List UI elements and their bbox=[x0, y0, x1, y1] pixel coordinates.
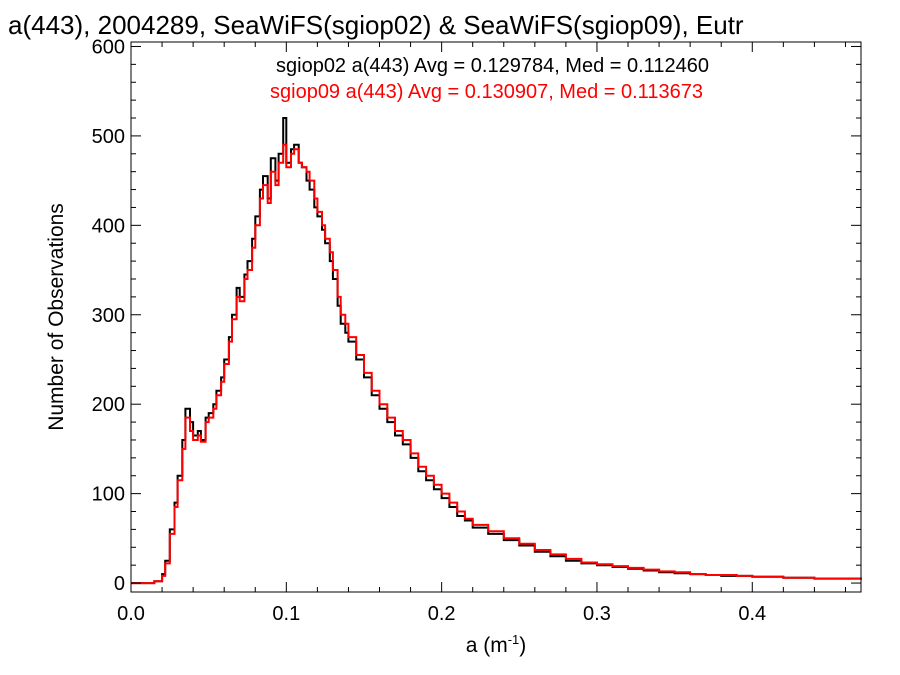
series-line-1 bbox=[131, 143, 862, 585]
x-tick-label: 0.2 bbox=[428, 603, 456, 625]
x-tick-label: 0.0 bbox=[117, 603, 145, 625]
x-axis-label-exponent: -1 bbox=[508, 632, 520, 647]
chart-title: a(443), 2004289, SeaWiFS(sgiop02) & SeaW… bbox=[8, 10, 744, 40]
y-axis: 0 100 200 300 400 500 600 bbox=[92, 36, 861, 595]
y-tick-label: 500 bbox=[92, 126, 125, 148]
plot-frame bbox=[130, 41, 862, 593]
x-tick-label: 0.3 bbox=[583, 603, 611, 625]
series-layer bbox=[131, 117, 862, 585]
x-axis-label: a (m-1) bbox=[466, 632, 527, 657]
y-tick-label: 300 bbox=[92, 305, 125, 327]
y-tick-label: 600 bbox=[92, 36, 125, 58]
annotation-sgiop02-stats: sgiop02 a(443) Avg = 0.129784, Med = 0.1… bbox=[276, 55, 709, 77]
series-line-0 bbox=[131, 117, 862, 585]
y-axis-label: Number of Observations bbox=[45, 203, 68, 431]
y-tick-label: 200 bbox=[92, 394, 125, 416]
y-tick-label: 400 bbox=[92, 215, 125, 237]
annotation-sgiop09-stats: sgiop09 a(443) Avg = 0.130907, Med = 0.1… bbox=[270, 81, 703, 103]
x-axis-label-text: a (m bbox=[466, 634, 508, 657]
x-tick-label: 0.1 bbox=[272, 603, 300, 625]
y-tick-label: 0 bbox=[114, 573, 125, 595]
x-axis: 0.0 0.1 0.2 0.3 0.4 bbox=[117, 42, 846, 625]
y-tick-label: 100 bbox=[92, 484, 125, 506]
x-tick-label: 0.4 bbox=[738, 603, 766, 625]
x-axis-label-close: ) bbox=[519, 634, 526, 657]
